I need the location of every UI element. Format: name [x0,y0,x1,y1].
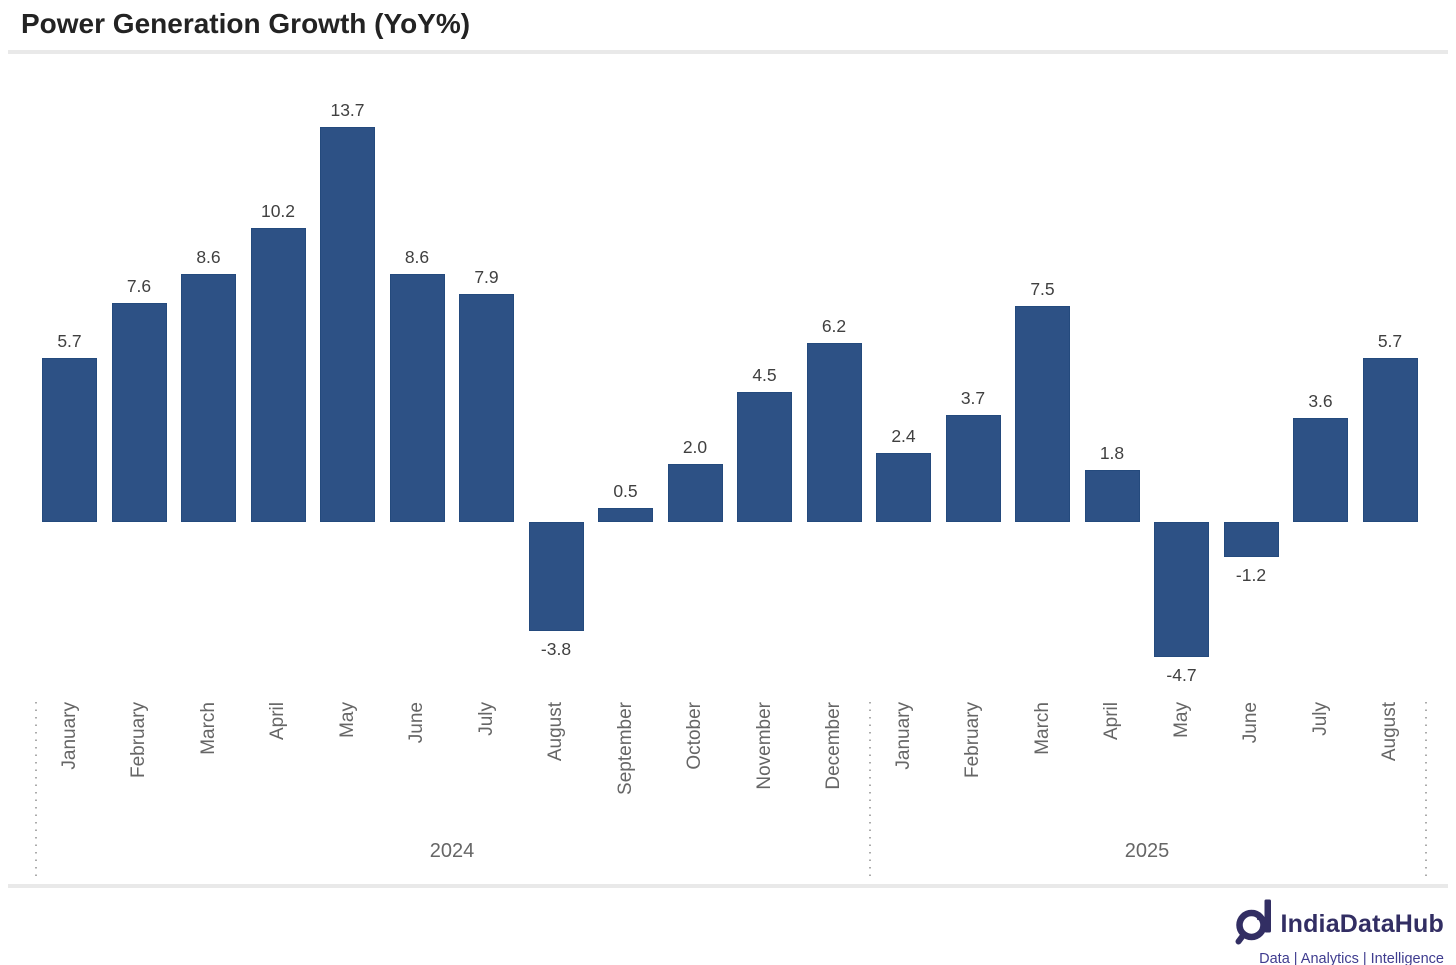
chart-title: Power Generation Growth (YoY%) [21,8,471,39]
bar-value-label: 7.5 [1030,279,1055,299]
bar[interactable] [737,392,792,522]
brand-logo: IndiaDataHub Data | Analytics | Intellig… [1232,898,1444,965]
bar-value-label: -1.2 [1235,564,1267,585]
x-axis-label: April [267,702,288,741]
bar-value-label: 10.2 [260,201,296,222]
bar-value-label: -3.8 [540,639,572,660]
bar[interactable] [667,464,723,522]
x-axis-label: February [962,702,983,779]
x-axis-label: March [197,702,219,755]
bar[interactable] [1223,522,1279,557]
x-axis-label: July [475,702,497,736]
x-axis-label: October [684,702,705,770]
x-axis-label: June [406,702,427,744]
bar-value-label: 1.8 [1099,443,1125,464]
bar[interactable] [42,357,97,522]
bar-value-label: 5.7 [57,330,82,351]
bottom-divider [8,884,1448,888]
year-separator [869,702,871,877]
x-axis-label: January [58,702,80,770]
bar-value-label: 3.7 [960,388,986,409]
year-separator [1425,702,1427,877]
x-axis-label: September [614,702,636,795]
bar[interactable] [320,127,375,522]
x-axis-label: April [1101,702,1122,741]
year-label-2025: 2025 [1124,840,1170,862]
bar-value-label: 8.6 [196,247,221,268]
x-axis-label: July [1309,702,1331,736]
bar-value-label: 2.0 [682,437,708,458]
bar-value-label: 0.5 [613,480,638,501]
bar[interactable] [876,452,931,522]
title-divider [8,50,1448,54]
bar[interactable] [459,294,514,522]
bar[interactable] [598,507,653,522]
bar-value-label: 3.6 [1308,391,1333,412]
year-separator [35,702,37,877]
x-axis-label: December [823,702,844,790]
bar[interactable] [181,274,236,522]
x-axis-label: January [892,702,914,770]
magnifier-d-icon [1235,898,1275,950]
bar-value-label: -4.7 [1166,665,1197,686]
bar[interactable] [1154,522,1209,658]
bar[interactable] [1293,418,1348,522]
year-label-2024: 2024 [429,840,475,862]
bar-value-label: 13.7 [330,100,365,121]
bar-value-label: 6.2 [821,316,847,337]
bar-value-label: 2.4 [891,425,916,446]
x-axis-label: May [1170,702,1192,738]
bar[interactable] [389,274,445,522]
x-axis-label: May [336,702,358,738]
logo-tagline: Data | Analytics | Intelligence [1259,951,1444,965]
x-axis-label: August [545,702,566,762]
x-axis-label: June [1240,702,1261,744]
bar-value-label: 7.9 [474,267,499,288]
x-axis-label: February [128,702,149,779]
bar-value-label: 5.7 [1377,330,1403,351]
bar[interactable] [250,228,306,522]
bar-value-label: 8.6 [404,247,430,268]
x-axis-label: August [1379,702,1400,762]
logo-brand-text: IndiaDataHub [1280,909,1444,938]
bar-value-label: 7.6 [126,276,152,297]
bar[interactable] [528,522,584,632]
bar[interactable] [1084,470,1140,522]
bar[interactable] [111,303,167,522]
bar[interactable] [1362,357,1418,522]
x-axis-label: November [753,702,775,790]
bar-value-label: 4.5 [752,365,777,386]
bar[interactable] [806,343,862,522]
bar[interactable] [1015,306,1070,522]
bar[interactable] [945,415,1001,522]
x-axis-label: March [1031,702,1053,755]
